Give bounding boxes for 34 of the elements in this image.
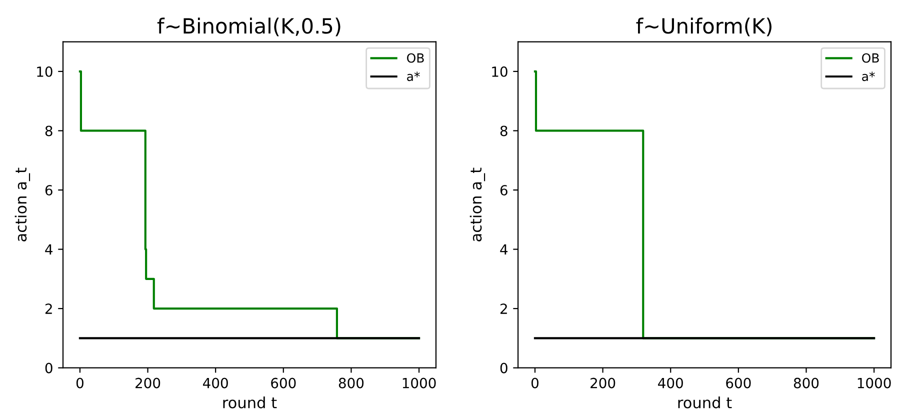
legend-label: a* <box>407 72 420 82</box>
x-tick-label: 800 <box>794 378 819 388</box>
y-axis-title: action a_t <box>14 168 30 242</box>
x-axis-title: round t <box>678 396 732 408</box>
y-tick-label: 0 <box>45 362 52 374</box>
y-tick-label: 2 <box>500 304 507 314</box>
chart-title: f~Binomial(K,0.5) <box>157 18 340 36</box>
x-tick-label: 0 <box>531 378 538 388</box>
x-tick-label: 1000 <box>858 378 891 388</box>
y-tick-label: 6 <box>500 184 508 196</box>
legend-label: OB <box>862 53 879 63</box>
x-tick-label: 200 <box>136 378 160 388</box>
legend-label: OB <box>407 53 424 63</box>
y-tick-label: 4 <box>45 244 52 255</box>
x-tick-label: 800 <box>338 378 364 388</box>
x-tick-label: 600 <box>271 378 296 388</box>
legend-label: a* <box>862 72 875 82</box>
x-tick-label: 200 <box>590 378 616 388</box>
chart-title: f~Uniform(K) <box>636 18 772 36</box>
y-tick-label: 10 <box>37 66 52 77</box>
x-tick-label: 400 <box>203 378 228 388</box>
y-axis-title: action a_t <box>470 168 486 242</box>
x-tick-label: 400 <box>658 378 683 388</box>
y-tick-label: 10 <box>492 66 508 77</box>
y-tick-label: 6 <box>45 184 52 196</box>
y-tick-label: 8 <box>500 126 508 136</box>
y-tick-label: 2 <box>45 304 52 314</box>
x-tick-label: 1000 <box>402 378 436 388</box>
x-tick-label: 600 <box>726 378 751 388</box>
x-axis-title: round t <box>223 396 277 408</box>
x-tick-label: 0 <box>76 378 84 388</box>
y-tick-label: 0 <box>500 362 508 374</box>
y-tick-label: 8 <box>45 126 52 136</box>
y-tick-label: 4 <box>500 244 508 255</box>
